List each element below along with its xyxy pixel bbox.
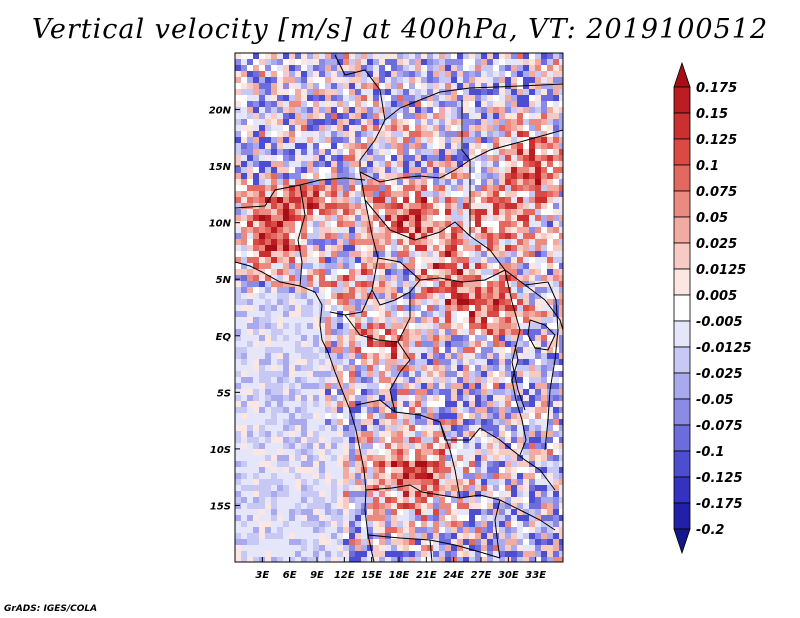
colorbar-label: 0.025 [696, 237, 737, 252]
border-line [504, 269, 526, 411]
y-tick-label: 20N [209, 106, 232, 117]
colorbar-label: -0.175 [696, 497, 743, 512]
colorbar-segment [673, 138, 691, 166]
x-tick-label: 33E [525, 570, 546, 581]
colorbar-segment [673, 346, 691, 374]
colorbar-label: -0.05 [696, 393, 733, 408]
colorbar-segment [673, 450, 691, 478]
y-tick-label: 5S [217, 388, 231, 399]
border-line [329, 171, 379, 316]
x-tick-label: 3E [255, 570, 269, 581]
colorbar-label: 0.175 [696, 81, 737, 96]
colorbar-label: -0.2 [696, 523, 724, 538]
colorbar-label: -0.005 [696, 315, 743, 330]
lake-outline [527, 319, 556, 351]
colorbar-label: 0.075 [696, 185, 737, 200]
coastline [544, 281, 559, 451]
x-tick-label: 9E [310, 570, 324, 581]
border-line [389, 341, 411, 413]
y-tick-label: EQ [216, 332, 232, 343]
colorbar-bottom-arrow [673, 528, 691, 555]
colorbar-segment [673, 268, 691, 296]
coastline [235, 261, 375, 562]
border-line [371, 279, 421, 306]
colorbar-label: -0.125 [696, 471, 743, 486]
colorbar-label: -0.0125 [696, 341, 752, 356]
colorbar-segment [673, 372, 691, 400]
colorbar-segment [673, 294, 691, 322]
border-line [355, 399, 481, 441]
colorbar-segment [673, 242, 691, 270]
x-tick-label: 12E [334, 570, 355, 581]
y-tick-label: 15N [209, 162, 232, 173]
border-line [429, 539, 433, 562]
colorbar-segment [673, 164, 691, 192]
border-line [524, 284, 563, 331]
border-line [494, 499, 501, 559]
colorbar-label: 0.125 [696, 133, 737, 148]
colorbar-label: -0.1 [696, 445, 724, 460]
x-tick-label: 21E [416, 570, 437, 581]
border-line [377, 257, 549, 286]
x-tick-label: 15E [361, 570, 382, 581]
border-line [344, 292, 411, 343]
colorbar-segment [673, 424, 691, 452]
y-axis: 20N 15N 10N 5N EQ 5S 10S 15S [209, 106, 240, 512]
colorbar-label: 0.1 [696, 159, 719, 174]
credit-label: GrADS: IGES/COLA [4, 604, 98, 614]
border-line [479, 427, 556, 491]
colorbar-label: 0.005 [696, 289, 737, 304]
border-line [367, 534, 501, 559]
x-tick-label: 6E [283, 570, 297, 581]
colorbar-segment [673, 320, 691, 348]
border-line [359, 129, 563, 183]
colorbar-label: 0.0125 [696, 263, 746, 278]
x-axis: 3E 6E 9E 12E 15E 18E 21E 24E 27E 30E 33E [255, 557, 546, 581]
velocity-field [235, 53, 563, 562]
x-tick-label: 24E [443, 570, 464, 581]
colorbar-segment [673, 190, 691, 218]
y-tick-label: 10N [209, 219, 232, 230]
chart-title: Vertical velocity [m/s] at 400hPa, VT: 2… [31, 14, 769, 45]
colorbar-segment [673, 398, 691, 426]
border-line [439, 421, 461, 499]
colorbar-top-arrow [673, 61, 691, 88]
colorbar-segment [673, 476, 691, 504]
y-tick-label: 10S [210, 445, 231, 456]
x-tick-label: 18E [389, 570, 410, 581]
colorbar-segment [673, 502, 691, 530]
border-line [461, 100, 471, 236]
border-line [384, 83, 563, 121]
x-tick-label: 30E [498, 570, 519, 581]
country-borders [235, 54, 563, 562]
y-tick-label: 5N [216, 275, 232, 286]
colorbar-segment [673, 86, 691, 114]
border-line [297, 184, 306, 287]
colorbar: 0.175 0.15 0.125 0.1 0.075 0.05 0.025 0.0125 0.0… [673, 61, 752, 555]
colorbar-label: -0.075 [696, 419, 743, 434]
y-tick-label: 15S [210, 501, 231, 512]
lake-outline [511, 344, 527, 456]
border-line [334, 54, 386, 172]
colorbar-label: 0.15 [696, 107, 728, 122]
colorbar-label: 0.05 [696, 211, 728, 226]
x-tick-label: 27E [471, 570, 492, 581]
colorbar-segment [673, 216, 691, 244]
border-line [364, 199, 506, 271]
colorbar-label: -0.025 [696, 367, 743, 382]
colorbar-segment [673, 112, 691, 140]
